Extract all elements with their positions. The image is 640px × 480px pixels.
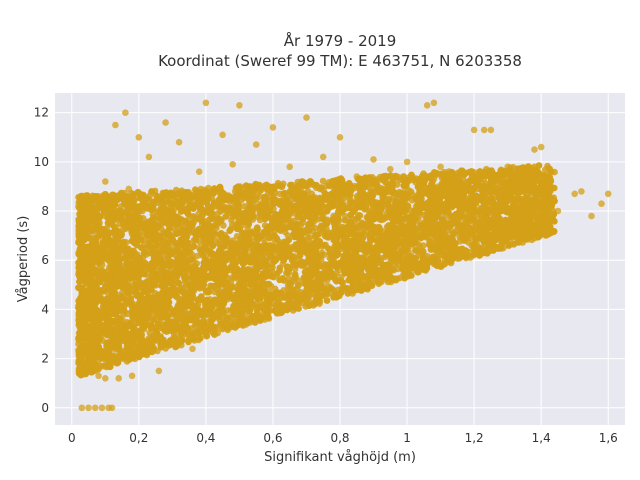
- data-point: [319, 177, 327, 185]
- data-points: [75, 99, 612, 412]
- chart-title-line-1: År 1979 - 2019: [284, 31, 397, 50]
- chart-title-line-2: Koordinat (Sweref 99 TM): E 463751, N 62…: [158, 52, 522, 70]
- data-point: [214, 210, 221, 217]
- data-point: [358, 228, 365, 235]
